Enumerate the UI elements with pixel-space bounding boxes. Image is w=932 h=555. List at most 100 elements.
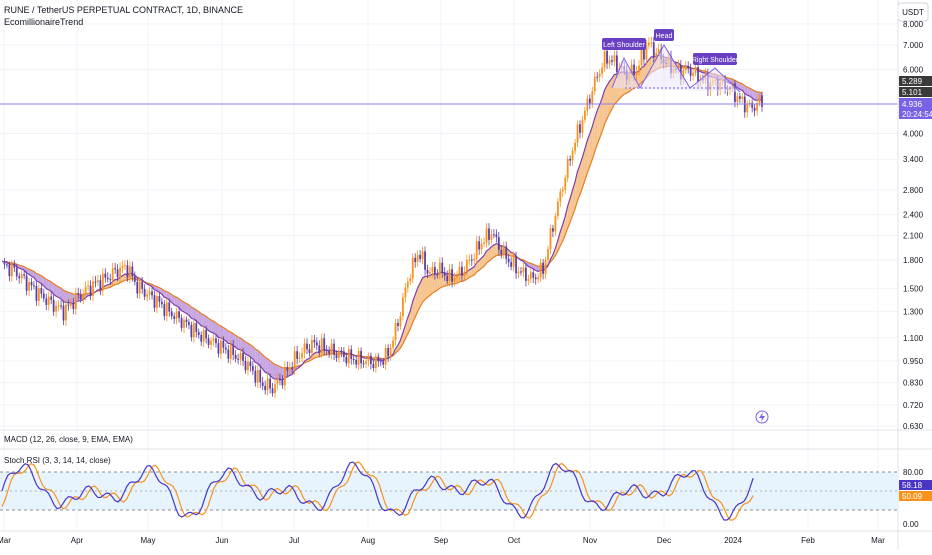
candle-body <box>60 306 62 307</box>
candle-body <box>387 348 389 356</box>
candle-body <box>591 91 593 103</box>
candle-body <box>284 367 286 385</box>
candle-body <box>242 353 244 361</box>
price-mid-value: 5.101 <box>902 88 923 97</box>
candle-body <box>697 67 699 82</box>
band-segment <box>610 78 612 113</box>
candle-body <box>262 382 264 386</box>
candle-body <box>481 244 483 249</box>
candle-body <box>104 274 106 278</box>
candle-body <box>166 302 168 315</box>
candle-body <box>31 282 33 285</box>
candle-body <box>429 272 431 274</box>
candle-body <box>156 296 158 308</box>
candle-body <box>112 268 114 280</box>
candle-body <box>198 332 200 335</box>
candle-body <box>614 55 616 61</box>
candle-body <box>296 351 298 359</box>
candle-body <box>650 42 652 43</box>
candle-body <box>557 202 559 216</box>
x-tick-label: Mar <box>871 536 885 545</box>
candle-body <box>274 384 276 393</box>
candle-body <box>532 272 534 277</box>
y-tick-label: 1.100 <box>903 334 924 343</box>
candle-body <box>159 296 161 302</box>
stoch-tick-0: 0.00 <box>903 520 919 529</box>
candle-body <box>424 251 426 269</box>
candle-body <box>345 357 347 363</box>
band-segment <box>191 307 193 319</box>
candle-body <box>348 349 350 363</box>
candle-body <box>446 276 448 281</box>
candle-body <box>225 348 227 350</box>
candle-body <box>542 263 544 274</box>
candle-body <box>247 362 249 371</box>
lightning-icon[interactable] <box>756 411 768 423</box>
candle-body <box>336 355 338 358</box>
band-segment <box>218 325 220 338</box>
candle-body <box>360 351 362 363</box>
candle-body <box>434 267 436 274</box>
candle-body <box>525 268 527 281</box>
band-segment <box>211 320 213 333</box>
candle-body <box>498 237 500 250</box>
candle-body <box>122 266 124 268</box>
candle-body <box>107 278 109 279</box>
candle-body <box>486 228 488 242</box>
candle-body <box>476 241 478 258</box>
candle-body <box>190 325 192 337</box>
candle-body <box>33 285 35 286</box>
candle-body <box>375 356 377 367</box>
candle-body <box>205 330 207 338</box>
candle-body <box>117 270 119 278</box>
candle-body <box>527 279 529 281</box>
candle-body <box>404 288 406 298</box>
candle-body <box>503 247 505 255</box>
candle-body <box>419 255 421 259</box>
candle-body <box>131 266 133 276</box>
candle-body <box>616 55 618 72</box>
candle-body <box>141 282 143 289</box>
candle-body <box>436 274 438 275</box>
candle-body <box>28 282 30 291</box>
currency-button[interactable]: USDT <box>898 3 928 21</box>
y-tick-label: 1.300 <box>903 307 924 316</box>
candle-body <box>554 216 556 231</box>
candle-body <box>604 51 606 68</box>
x-tick-label: 2024 <box>724 536 742 545</box>
candle-body <box>655 53 657 57</box>
candle-body <box>353 359 355 360</box>
candle-body <box>139 282 141 294</box>
candle-body <box>461 267 463 276</box>
candle-body <box>739 96 741 99</box>
candle-body <box>203 330 205 342</box>
candle-body <box>459 267 461 276</box>
candle-body <box>38 288 40 301</box>
candle-body <box>144 289 146 297</box>
candle-body <box>422 251 424 259</box>
candle-body <box>240 353 242 360</box>
band-segment <box>265 357 267 373</box>
candle-body <box>245 361 247 370</box>
candle-body <box>188 322 190 325</box>
x-tick-label: Sep <box>434 536 449 545</box>
candle-body <box>136 282 138 293</box>
candle-body <box>252 366 254 370</box>
candle-body <box>454 278 456 282</box>
candle-body <box>16 268 18 277</box>
band-segment <box>273 363 275 379</box>
candle-body <box>449 269 451 281</box>
candle-body <box>550 228 552 249</box>
candle-body <box>48 297 50 305</box>
candle-body <box>45 299 47 305</box>
candle-body <box>68 305 70 306</box>
candle-body <box>456 276 458 278</box>
candle-body <box>55 306 57 312</box>
candle-body <box>754 108 756 111</box>
candle-body <box>129 266 131 277</box>
candle-body <box>466 260 468 271</box>
candle-body <box>208 338 210 344</box>
candle-body <box>338 351 340 358</box>
